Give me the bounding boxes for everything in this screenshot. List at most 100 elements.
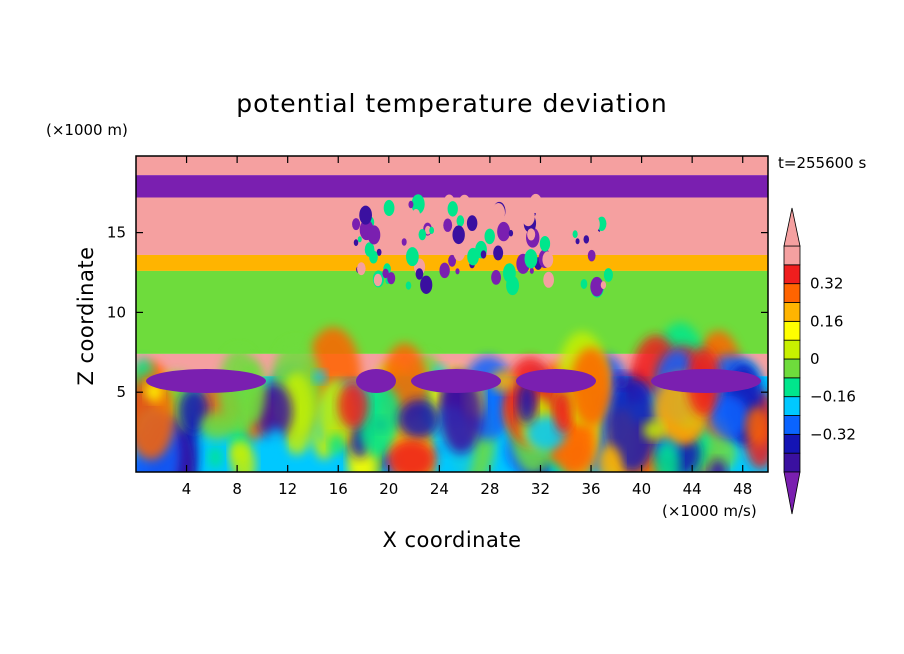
x-axis-label: X coordinate — [382, 528, 521, 552]
field-feature — [357, 236, 362, 243]
field-feature — [208, 445, 223, 469]
colorbar-segment — [783, 264, 801, 285]
field-feature — [467, 247, 479, 266]
colorbar-segment — [783, 433, 801, 454]
field-feature — [229, 440, 247, 464]
field-feature — [338, 381, 369, 429]
colorbar-segment — [783, 320, 801, 341]
field-feature — [606, 377, 657, 472]
field-feature — [539, 235, 551, 252]
field-feature — [420, 275, 433, 294]
field-feature — [491, 203, 505, 223]
field-feature — [387, 272, 396, 285]
x-axis: 4 8 12 16 20 24 28 32 36 40 44 48 — [182, 156, 752, 498]
x-tick-label: 20 — [379, 480, 398, 498]
colorbar-segment — [783, 452, 801, 473]
field-feature — [376, 248, 382, 256]
field-feature — [447, 201, 458, 217]
field-feature — [493, 245, 504, 261]
colorbar-segment — [783, 339, 801, 360]
field-feature — [452, 225, 465, 245]
field-feature — [408, 200, 414, 209]
field-feature — [597, 445, 622, 472]
field-feature — [146, 369, 266, 394]
colorbar-segment — [783, 396, 801, 416]
y-tick-label: 15 — [107, 224, 126, 242]
field-feature — [200, 412, 235, 441]
y-axis-label: Z coordinate — [74, 246, 98, 385]
colorbar-tick-label: 0.32 — [810, 275, 843, 293]
x-tick-label: 36 — [581, 480, 600, 498]
x-tick-label: 4 — [182, 480, 192, 498]
field-feature — [497, 221, 511, 242]
colorbar-segment — [783, 302, 801, 322]
field-feature — [614, 372, 630, 389]
field-feature — [359, 205, 372, 225]
field-feature — [382, 268, 389, 279]
colorbar-extend-min — [783, 471, 801, 515]
field-feature — [418, 228, 427, 241]
field-band — [136, 156, 768, 176]
x-tick-label: 24 — [430, 480, 449, 498]
x-tick-label: 32 — [531, 480, 550, 498]
colorbar-segment — [783, 358, 801, 379]
field-feature — [580, 278, 588, 289]
field-feature — [508, 229, 514, 237]
field-feature — [654, 441, 680, 472]
field-feature — [651, 369, 761, 394]
colorbar-tick-label: 0.16 — [810, 312, 843, 330]
field-feature — [387, 439, 436, 472]
x-tick-label: 40 — [632, 480, 651, 498]
field-feature — [529, 193, 543, 214]
field-feature — [572, 230, 578, 238]
field-feature — [456, 215, 465, 227]
field-feature — [357, 383, 403, 458]
field-feature — [543, 271, 554, 288]
field-feature — [517, 381, 537, 425]
field-feature — [239, 359, 266, 424]
field-feature — [406, 247, 419, 267]
field-feature — [443, 218, 453, 232]
y-tick-label: 10 — [107, 303, 126, 321]
x-tick-label: 48 — [733, 480, 752, 498]
colorbar: 0.32 0.16 0 −0.16 −0.32 — [783, 207, 856, 515]
field-feature — [553, 389, 573, 434]
field-feature — [529, 267, 534, 274]
field-feature — [266, 427, 286, 465]
field-feature — [542, 251, 554, 268]
field-feature — [405, 281, 412, 290]
field-feature — [603, 268, 613, 282]
colorbar-segment — [783, 245, 801, 266]
x-tick-label: 28 — [480, 480, 499, 498]
field-feature — [412, 208, 421, 222]
x-tick-label: 8 — [232, 480, 242, 498]
field-feature — [439, 262, 450, 279]
x-tick-label: 16 — [329, 480, 348, 498]
heatmap-features — [136, 193, 768, 472]
field-feature — [550, 230, 563, 249]
plot-frame — [135, 155, 769, 473]
colorbar-tick-label: 0 — [810, 350, 820, 368]
field-feature — [484, 228, 495, 245]
field-feature — [515, 227, 521, 235]
field-feature — [709, 395, 749, 440]
field-feature — [411, 194, 425, 215]
x-tick-label: 12 — [278, 480, 297, 498]
field-feature — [429, 226, 435, 234]
field-feature — [521, 206, 535, 227]
field-feature — [398, 399, 440, 439]
field-feature — [357, 262, 366, 276]
field-feature — [367, 225, 381, 245]
field-feature — [491, 270, 501, 285]
field-feature — [415, 268, 424, 280]
field-feature — [575, 238, 580, 245]
time-label: t=255600 s — [778, 154, 866, 172]
colorbar-segment — [783, 283, 801, 303]
field-feature — [745, 406, 768, 447]
y-unit-label: (×1000 m) — [46, 121, 128, 139]
colorbar-segment — [783, 415, 801, 435]
field-feature — [583, 235, 590, 244]
field-feature — [453, 242, 466, 261]
field-feature — [490, 370, 517, 392]
